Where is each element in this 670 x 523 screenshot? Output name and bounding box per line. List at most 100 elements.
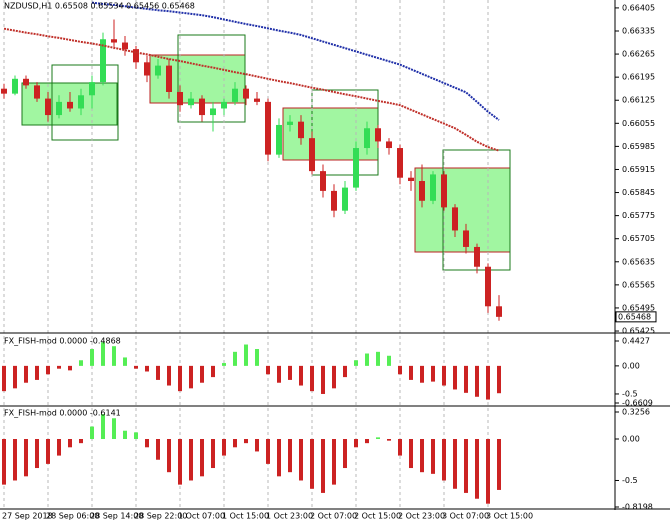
candle-body <box>375 128 381 142</box>
y-tick-label: 0.65705 <box>622 234 655 243</box>
y-tick-label: 0.66335 <box>622 26 655 35</box>
candle-body <box>353 148 359 188</box>
histogram-bar <box>409 439 413 469</box>
candle-body <box>364 128 370 149</box>
candle-body <box>45 98 51 116</box>
histogram-bar <box>387 439 391 441</box>
plot <box>1 0 502 509</box>
histogram-bar <box>90 349 94 366</box>
histogram-bar <box>376 437 380 440</box>
candle-body <box>166 65 172 92</box>
y-tick-label: 0.65635 <box>622 257 655 266</box>
histogram-bar <box>475 439 479 499</box>
chart-title: NZDUSD,H1 0.65508 0.65534 0.65456 0.6546… <box>4 2 195 11</box>
histogram-bar <box>442 365 446 386</box>
y-tick-label: 0.00 <box>622 435 640 444</box>
x-tick-label: 28 Sep 14:00 <box>90 512 143 521</box>
candle-body <box>188 98 194 106</box>
candle-body <box>441 174 447 208</box>
candle-body <box>133 49 139 63</box>
price-label-box <box>615 311 657 323</box>
histogram-bar <box>365 353 369 366</box>
histogram-bar <box>46 365 50 375</box>
zone-box <box>414 167 511 253</box>
x-tick-label: 2 Oct 07:00 <box>310 512 357 521</box>
histogram-bar <box>24 365 28 383</box>
histogram-bar <box>299 439 303 481</box>
histogram-bar <box>354 360 358 366</box>
histogram-bar <box>222 363 226 366</box>
candle-body <box>309 138 315 172</box>
candle-body <box>23 78 29 86</box>
y-tick-label: 0.00 <box>622 361 640 370</box>
histogram-bar <box>387 355 391 366</box>
histogram-bar <box>57 365 61 369</box>
histogram-bar <box>398 439 402 456</box>
candle-body <box>320 171 326 191</box>
histogram-bar <box>464 439 468 493</box>
histogram-bar <box>24 439 28 477</box>
histogram-bar <box>244 344 248 366</box>
histogram-bar <box>277 365 281 383</box>
histogram-bar <box>13 365 17 389</box>
candle-body <box>12 78 18 94</box>
histogram-bar <box>189 439 193 481</box>
histogram-bar <box>266 365 270 375</box>
histogram-bar <box>420 365 424 383</box>
histogram-bar <box>453 365 457 390</box>
histogram-bar <box>101 414 105 440</box>
histogram-bar <box>112 418 116 440</box>
histogram-bar <box>431 365 435 382</box>
histogram-bar <box>321 439 325 493</box>
candle-body <box>56 101 62 116</box>
histogram-bar <box>145 365 149 372</box>
histogram-bar <box>244 439 248 444</box>
candle-body <box>89 82 95 96</box>
candle-body <box>496 306 502 317</box>
candle-body <box>452 207 458 231</box>
y-tick-label: 0.66195 <box>622 73 655 82</box>
y-tick-label: 0.65565 <box>622 280 655 289</box>
histogram-bar <box>123 430 127 440</box>
histogram-bar <box>409 365 413 380</box>
y-tick-label: 0.66125 <box>622 96 655 105</box>
histogram-bar <box>310 439 314 489</box>
histogram-bar <box>2 365 6 392</box>
candle-body <box>276 124 282 155</box>
histogram-bar <box>101 342 105 366</box>
candle-body <box>430 174 436 201</box>
histogram-bar <box>288 439 292 473</box>
candle-body <box>199 98 205 116</box>
x-tick-label: 3 Oct 07:00 <box>442 512 489 521</box>
histogram-bar <box>35 439 39 469</box>
candle-body <box>397 148 403 178</box>
y-tick-label: 0.66055 <box>622 119 655 128</box>
x-tick-label: 1 Oct 15:00 <box>222 512 269 521</box>
candle-body <box>100 39 106 83</box>
candle-body <box>232 88 238 102</box>
y-tick-label: 0.65495 <box>622 303 655 312</box>
histogram-bar <box>266 439 270 464</box>
histogram-bar <box>134 365 138 369</box>
histogram-bar <box>310 365 314 392</box>
x-tick-label: 2 Oct 23:00 <box>398 512 445 521</box>
candle-body <box>155 65 161 76</box>
histogram-bar <box>211 365 215 378</box>
histogram-bar <box>112 346 116 366</box>
histogram-bar <box>2 439 6 485</box>
histogram-bar <box>68 365 72 371</box>
histogram-bar <box>13 439 17 481</box>
histogram-bar <box>332 439 336 485</box>
y-tick-label: -0.5 <box>622 476 638 485</box>
candle-body <box>67 101 73 109</box>
x-tick-label: 3 Oct 15:00 <box>486 512 533 521</box>
histogram-bar <box>200 365 204 383</box>
moving-average <box>91 1 500 121</box>
candle-body <box>386 141 392 149</box>
histogram-bar <box>178 439 182 485</box>
histogram-bar <box>497 365 501 394</box>
candle-body <box>221 101 227 109</box>
zone-box <box>177 34 246 123</box>
histogram-bar <box>156 365 160 380</box>
